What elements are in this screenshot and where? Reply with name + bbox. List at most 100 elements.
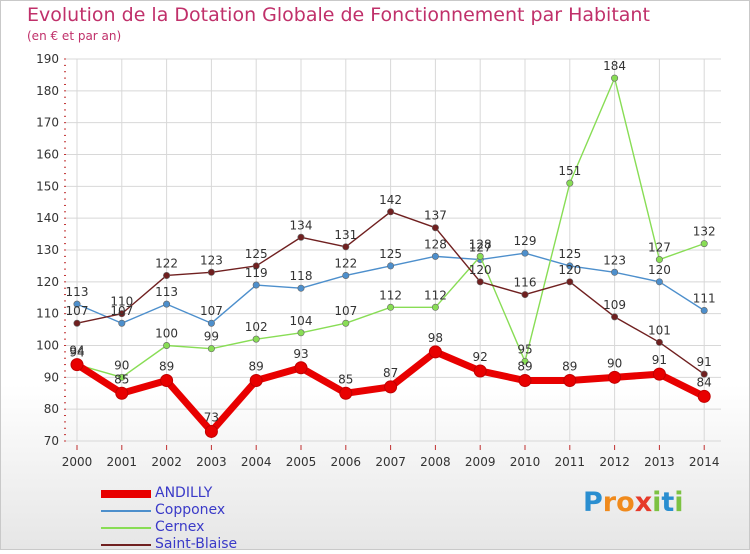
series: [70, 74, 711, 438]
data-label: 184: [603, 59, 626, 73]
data-label: 84: [697, 375, 712, 389]
data-point: [518, 374, 532, 388]
x-tick-label: 2007: [375, 455, 406, 469]
legend-label-copponex: Copponex: [155, 502, 226, 518]
data-label: 129: [514, 234, 537, 248]
data-label: 119: [245, 266, 268, 280]
data-label: 112: [424, 288, 447, 302]
data-label: 91: [652, 353, 667, 367]
data-label: 73: [204, 410, 219, 424]
data-label: 123: [200, 253, 223, 267]
data-point: [207, 268, 215, 276]
data-point: [655, 338, 663, 346]
data-point: [700, 306, 708, 314]
x-tick-label: 2004: [241, 455, 272, 469]
x-tick-label: 2000: [62, 455, 93, 469]
data-label: 111: [693, 291, 716, 305]
data-label: 94: [69, 346, 84, 360]
data-point: [118, 310, 126, 318]
data-label: 125: [379, 247, 402, 261]
data-point: [118, 319, 126, 327]
y-tick-label: 100: [36, 339, 59, 353]
data-label: 102: [245, 320, 268, 334]
chart-title: Evolution de la Dotation Globale de Fonc…: [27, 4, 650, 26]
y-tick-label: 150: [36, 179, 59, 193]
data-point: [294, 361, 308, 375]
x-tick-label: 2012: [599, 455, 630, 469]
y-tick-label: 140: [36, 211, 59, 225]
data-point: [342, 243, 350, 251]
legend-label-andilly: ANDILLY: [155, 485, 213, 501]
data-point: [387, 262, 395, 270]
data-label: 110: [110, 295, 133, 309]
data-point: [118, 373, 126, 381]
data-point: [115, 386, 129, 400]
data-point: [204, 424, 218, 438]
logo-letter: r: [602, 487, 617, 518]
y-tick-label: 180: [36, 84, 59, 98]
data-point: [342, 319, 350, 327]
data-point: [476, 278, 484, 286]
data-label: 116: [514, 276, 537, 290]
y-tick-label: 90: [44, 370, 59, 384]
data-point: [476, 252, 484, 260]
legend-swatch-cernex: [101, 527, 151, 529]
data-point: [697, 389, 711, 403]
logo-letter: x: [634, 487, 653, 518]
data-point: [387, 208, 395, 216]
data-point: [387, 303, 395, 311]
y-tick-label: 130: [36, 243, 59, 257]
data-point: [700, 240, 708, 248]
data-label: 91: [697, 355, 712, 369]
data-label: 90: [607, 356, 622, 370]
x-tick-label: 2013: [644, 455, 675, 469]
data-label: 113: [66, 285, 89, 299]
data-point: [431, 303, 439, 311]
data-label: 107: [200, 304, 223, 318]
data-label: 85: [114, 372, 129, 386]
data-label: 123: [603, 253, 626, 267]
data-point: [207, 319, 215, 327]
data-label: 134: [290, 218, 313, 232]
data-label: 132: [693, 225, 716, 239]
data-point: [521, 291, 529, 299]
data-point: [655, 278, 663, 286]
data-point: [566, 262, 574, 270]
x-tick-label: 2010: [510, 455, 541, 469]
data-point: [611, 268, 619, 276]
data-point: [566, 179, 574, 187]
data-label: 122: [334, 256, 357, 270]
data-label: 142: [379, 193, 402, 207]
data-point: [70, 358, 84, 372]
data-label: 99: [204, 330, 219, 344]
proxiti-logo: Proxiti: [583, 487, 684, 518]
legend-swatch-andilly: [101, 490, 151, 498]
data-label: 107: [334, 304, 357, 318]
data-point: [297, 233, 305, 241]
data-label: 120: [558, 263, 581, 277]
data-point: [652, 367, 666, 381]
data-point: [252, 262, 260, 270]
data-label: 93: [293, 347, 308, 361]
x-tick-label: 2014: [689, 455, 720, 469]
data-point: [249, 374, 263, 388]
chart-subtitle: (en € et par an): [27, 29, 122, 43]
data-label: 89: [562, 360, 577, 374]
data-point: [163, 271, 171, 279]
data-label: 122: [155, 256, 178, 270]
y-tick-label: 120: [36, 275, 59, 289]
y-tick-label: 80: [44, 402, 59, 416]
data-label: 85: [338, 372, 353, 386]
data-point: [252, 335, 260, 343]
data-label: 101: [648, 323, 671, 337]
data-label: 125: [245, 247, 268, 261]
data-label: 128: [469, 237, 492, 251]
x-tick-label: 2003: [196, 455, 227, 469]
data-point: [73, 319, 81, 327]
data-label: 89: [249, 360, 264, 374]
legend-label-saint-blaise: Saint-Blaise: [155, 536, 238, 552]
data-label: 127: [648, 241, 671, 255]
data-label: 92: [473, 350, 488, 364]
data-label: 95: [517, 342, 532, 356]
